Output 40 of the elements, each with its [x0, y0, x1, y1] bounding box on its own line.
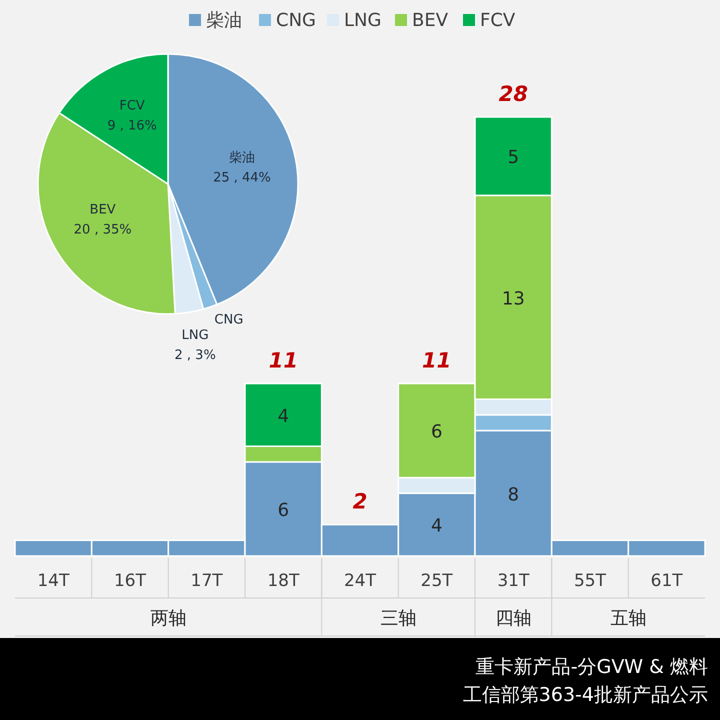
- total-label: 28: [498, 82, 528, 106]
- slice-label: 柴油: [229, 150, 255, 166]
- slice-label: CNG: [214, 312, 244, 328]
- slice-label: FCV: [119, 98, 145, 114]
- x-tick-label: 61T: [650, 571, 684, 591]
- x-tick-label: 55T: [574, 571, 607, 591]
- data-label: 6: [430, 422, 442, 443]
- data-label: 2 , 3%: [174, 348, 216, 363]
- data-label: 13: [502, 288, 525, 310]
- data-label: 9 , 16%: [107, 118, 157, 134]
- text: 两轴: [150, 608, 186, 629]
- legend-label: LNG: [344, 10, 382, 31]
- legend-label: CNG: [276, 10, 316, 31]
- x-tick-label: 17T: [190, 571, 224, 591]
- x-tick-label: 18T: [267, 571, 300, 591]
- total-label: 11: [422, 348, 452, 373]
- total-label: 2: [352, 490, 368, 514]
- text: 四轴: [495, 608, 532, 629]
- legend-label: 柴油: [206, 10, 242, 31]
- legend-label: BEV: [412, 10, 449, 31]
- data-label: 8: [508, 484, 520, 506]
- slice-label: BEV: [90, 202, 116, 218]
- data-label: 4: [430, 516, 442, 537]
- x-tick-label: 16T: [114, 571, 147, 591]
- data-label: 6: [278, 500, 290, 521]
- data-label: 20 , 35%: [74, 222, 132, 238]
- legend-label: FCV: [480, 10, 516, 31]
- x-tick-label: 14T: [37, 571, 70, 591]
- text: 三轴: [380, 608, 416, 629]
- text: 五轴: [610, 608, 646, 629]
- text: 重卡新产品-分GVW & 燃料: [476, 656, 708, 678]
- data-label: 5: [508, 147, 520, 168]
- text: 工信部第363-4批新产品公示: [462, 684, 708, 706]
- x-tick-label: 31T: [497, 571, 530, 591]
- data-label: 4: [278, 406, 290, 427]
- x-tick-label: 25T: [420, 571, 454, 591]
- slice-label: LNG: [182, 328, 209, 343]
- data-label: 25 , 44%: [213, 170, 271, 186]
- total-label: 11: [268, 348, 298, 373]
- x-tick-label: 24T: [344, 571, 377, 591]
